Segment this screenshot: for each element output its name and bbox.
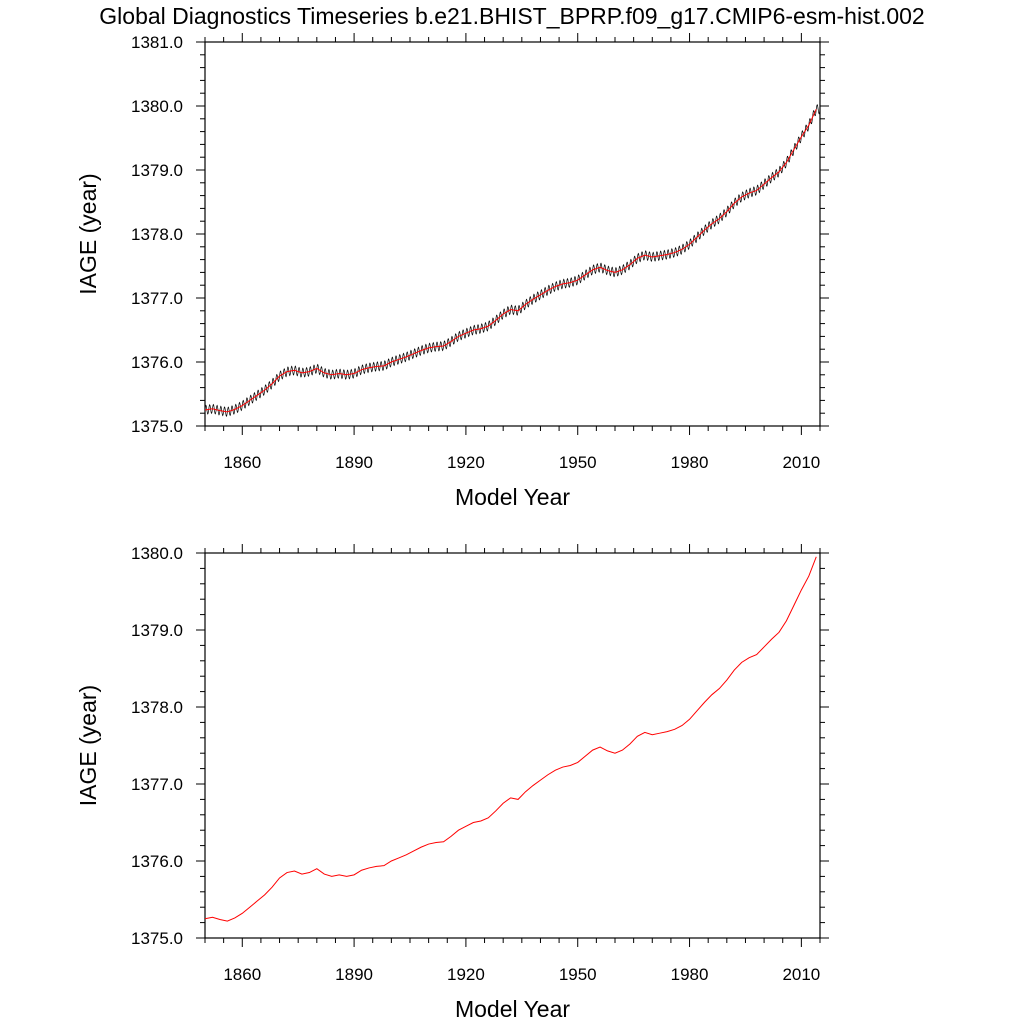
series-line-annual [204, 108, 817, 413]
x-axis-title: Model Year [455, 996, 570, 1022]
y-tick-label: 1377.0 [131, 775, 183, 794]
x-tick-label: 2010 [782, 453, 820, 472]
x-tick-label: 1890 [335, 965, 373, 984]
y-tick-label: 1379.0 [131, 621, 183, 640]
x-tick-label: 1980 [671, 453, 709, 472]
x-axis-title: Model Year [455, 484, 570, 510]
y-tick-label: 1375.0 [131, 417, 183, 436]
x-tick-label: 1860 [223, 965, 261, 984]
y-axis-title: IAGE (year) [75, 685, 101, 806]
plot-frame [204, 41, 821, 427]
y-tick-label: 1378.0 [131, 225, 183, 244]
x-tick-label: 1890 [335, 453, 373, 472]
y-tick-label: 1380.0 [131, 97, 183, 116]
x-tick-label: 1920 [447, 965, 485, 984]
y-tick-label: 1380.0 [131, 544, 183, 563]
y-tick-label: 1376.0 [131, 852, 183, 871]
series-line-annual [204, 556, 817, 922]
page-title: Global Diagnostics Timeseries b.e21.BHIS… [99, 3, 925, 29]
y-tick-label: 1375.0 [131, 929, 183, 948]
x-tick-label: 1860 [223, 453, 261, 472]
y-tick-label: 1376.0 [131, 353, 183, 372]
x-tick-label: 1950 [559, 453, 597, 472]
y-tick-label: 1378.0 [131, 698, 183, 717]
y-tick-label: 1381.0 [131, 33, 183, 52]
y-tick-label: 1379.0 [131, 161, 183, 180]
y-tick-label: 1377.0 [131, 289, 183, 308]
x-tick-label: 2010 [782, 965, 820, 984]
plot-annual: 1860 1890 1920 1950 1980 2010 1375.0 1376.0 1377… [75, 544, 829, 1022]
series-line-monthly [204, 103, 821, 417]
x-tick-label: 1920 [447, 453, 485, 472]
plot-frame [204, 552, 821, 939]
y-axis-title: IAGE (year) [75, 173, 101, 294]
plot-monthly: 1860 1890 1920 1950 1980 2010 1375.0 1376.0 1377… [75, 33, 829, 510]
x-tick-label: 1980 [671, 965, 709, 984]
x-tick-label: 1950 [559, 965, 597, 984]
